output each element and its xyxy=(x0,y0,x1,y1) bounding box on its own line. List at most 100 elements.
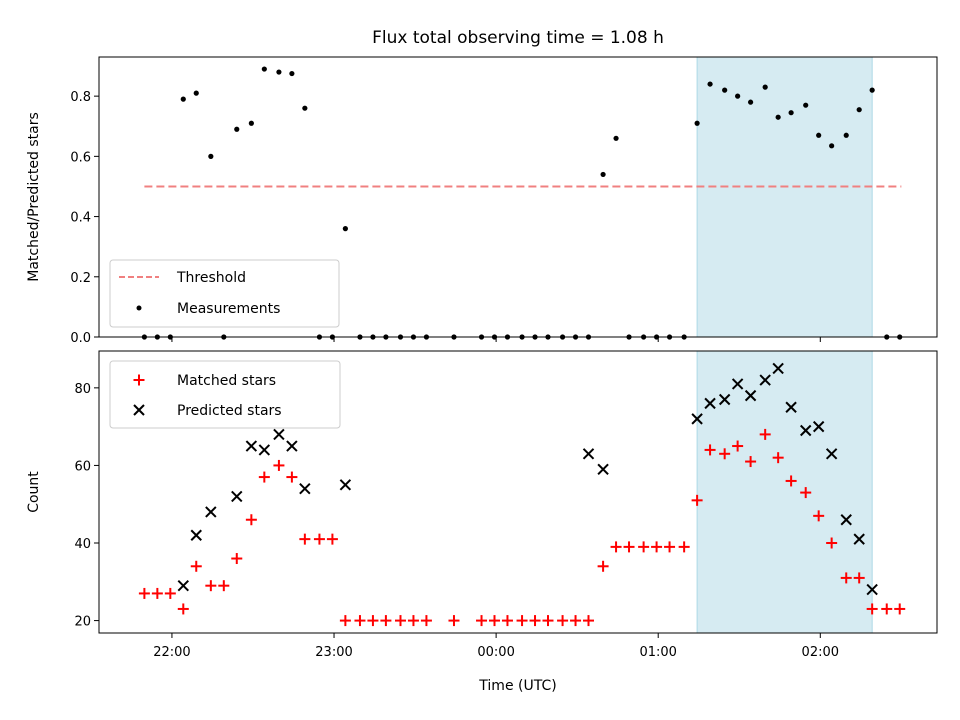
measurement-point xyxy=(613,135,619,141)
predicted-point xyxy=(258,444,271,456)
matched-point xyxy=(529,615,541,627)
predicted-point xyxy=(718,393,731,406)
matched-point xyxy=(570,615,582,627)
x-tick-label: 02:00 xyxy=(802,645,839,660)
y-tick-label: 20 xyxy=(74,615,91,630)
matched-point xyxy=(557,615,569,627)
matched-point xyxy=(800,487,812,499)
matched-point xyxy=(759,428,771,440)
matched-point xyxy=(448,615,460,627)
predicted-point xyxy=(691,413,703,425)
matched-point xyxy=(638,541,650,553)
observing-window-highlight xyxy=(696,350,873,634)
matched-point xyxy=(420,615,432,627)
measurement-point xyxy=(775,114,781,120)
predicted-point xyxy=(582,448,595,460)
measurement-point xyxy=(843,132,849,138)
measurement-point xyxy=(342,226,348,232)
y-tick-label: 0.8 xyxy=(70,90,91,105)
measurement-point xyxy=(694,120,700,126)
measurement-point xyxy=(762,84,768,90)
legend-matched-swatch xyxy=(133,374,145,386)
predicted-point xyxy=(825,448,838,460)
matched-point xyxy=(339,615,351,627)
y-tick-label: 0.6 xyxy=(70,150,91,165)
matched-point xyxy=(164,587,176,599)
count-panel: 20 40 60 80 22:00 23:00 00:00 01:00 02:00 Count… xyxy=(26,350,938,694)
predicted-point xyxy=(273,428,285,441)
matched-point xyxy=(354,615,366,627)
x-axis-label: Time (UTC) xyxy=(478,678,556,694)
matched-point xyxy=(678,541,690,553)
matched-point xyxy=(177,603,189,615)
ratio-x-ticks xyxy=(171,337,821,342)
matched-point xyxy=(583,615,595,627)
measurement-point xyxy=(829,143,835,149)
predicted-point xyxy=(759,374,771,386)
matched-point xyxy=(407,615,419,627)
ratio-panel: 0.00.20.40.60.8 Matched/Predicted stars … xyxy=(26,56,938,346)
matched-point xyxy=(813,510,825,522)
predicted-point xyxy=(812,420,825,433)
predicted-point xyxy=(205,506,217,518)
matched-point xyxy=(488,615,500,627)
count-legend-box xyxy=(109,360,341,429)
matched-point xyxy=(286,471,298,483)
count-legend: Matched stars Predicted stars xyxy=(109,360,341,429)
ratio-y-ticks: 0.0 0.2 0.4 0.6 0.8 xyxy=(70,90,99,346)
matched-point xyxy=(205,580,217,592)
legend-threshold-label: Threshold xyxy=(176,270,246,286)
matched-point xyxy=(691,494,703,506)
legend-x-marker xyxy=(133,404,145,416)
matched-point xyxy=(151,587,163,599)
matched-point xyxy=(881,603,893,615)
measurement-point xyxy=(208,153,214,159)
measurement-point xyxy=(869,87,875,93)
matched-point xyxy=(772,452,784,464)
predicted-point xyxy=(597,463,609,476)
predicted-point xyxy=(177,579,189,592)
measurement-point xyxy=(180,96,186,102)
predicted-point xyxy=(772,362,784,375)
observing-window-highlight xyxy=(696,56,873,338)
matched-point xyxy=(732,440,744,452)
measurement-point xyxy=(816,132,822,138)
matched-point xyxy=(719,448,731,460)
measurement-point xyxy=(707,81,713,87)
measurement-point xyxy=(747,99,754,105)
ratio-y-axis-label: Matched/Predicted stars xyxy=(26,112,42,282)
count-points xyxy=(138,362,906,627)
matched-point xyxy=(664,541,676,553)
ratio-legend: Threshold Measurements xyxy=(109,259,340,328)
predicted-point xyxy=(866,583,878,596)
y-tick-label: 60 xyxy=(74,459,91,474)
y-tick-label: 0.4 xyxy=(70,211,91,226)
matched-point xyxy=(651,541,663,553)
measurement-point xyxy=(261,66,267,72)
matched-point xyxy=(597,560,609,572)
matched-point xyxy=(218,580,230,592)
matched-point xyxy=(313,533,325,545)
predicted-point xyxy=(231,490,243,503)
matched-point xyxy=(273,459,285,471)
predicted-point xyxy=(744,389,757,402)
legend-plus-marker xyxy=(133,374,145,386)
matched-point xyxy=(826,537,838,549)
matched-point xyxy=(853,572,865,584)
y-tick-label: 80 xyxy=(74,382,91,397)
predicted-point xyxy=(299,482,311,495)
predicted-point xyxy=(704,397,716,410)
x-tick-label: 22:00 xyxy=(153,645,190,660)
measurement-point xyxy=(803,102,809,108)
measurement-point xyxy=(248,120,254,126)
matched-point xyxy=(866,603,878,615)
ratio-panel-frame xyxy=(98,56,938,338)
predicted-point xyxy=(190,529,202,541)
legend-measurements-swatch xyxy=(136,305,142,311)
y-tick-label: 40 xyxy=(74,537,91,552)
matched-point xyxy=(542,615,554,627)
matched-point xyxy=(623,541,635,553)
measurement-point xyxy=(856,107,862,113)
legend-predicted-label: Predicted stars xyxy=(177,403,282,419)
